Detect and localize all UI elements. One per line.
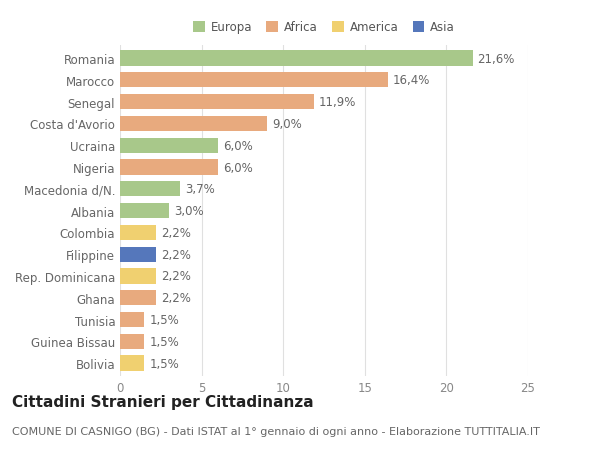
Bar bbox=[120, 312, 145, 327]
Legend: Europa, Africa, America, Asia: Europa, Africa, America, Asia bbox=[191, 19, 457, 37]
Bar bbox=[120, 73, 388, 88]
Text: 2,2%: 2,2% bbox=[161, 291, 191, 305]
Bar bbox=[120, 356, 145, 371]
Text: 16,4%: 16,4% bbox=[392, 74, 430, 87]
Bar bbox=[120, 247, 156, 262]
Text: 1,5%: 1,5% bbox=[149, 357, 179, 370]
Bar bbox=[120, 182, 181, 197]
Bar bbox=[120, 95, 314, 110]
Bar bbox=[120, 203, 169, 219]
Text: 2,2%: 2,2% bbox=[161, 248, 191, 261]
Text: 3,0%: 3,0% bbox=[174, 205, 203, 218]
Text: 2,2%: 2,2% bbox=[161, 270, 191, 283]
Bar bbox=[120, 334, 145, 349]
Bar bbox=[120, 117, 267, 132]
Text: 1,5%: 1,5% bbox=[149, 313, 179, 326]
Text: Cittadini Stranieri per Cittadinanza: Cittadini Stranieri per Cittadinanza bbox=[12, 394, 314, 409]
Bar bbox=[120, 51, 473, 67]
Text: 6,0%: 6,0% bbox=[223, 161, 253, 174]
Text: 6,0%: 6,0% bbox=[223, 140, 253, 152]
Text: 3,7%: 3,7% bbox=[185, 183, 215, 196]
Bar bbox=[120, 160, 218, 175]
Text: COMUNE DI CASNIGO (BG) - Dati ISTAT al 1° gennaio di ogni anno - Elaborazione TU: COMUNE DI CASNIGO (BG) - Dati ISTAT al 1… bbox=[12, 426, 540, 436]
Text: 2,2%: 2,2% bbox=[161, 226, 191, 239]
Bar bbox=[120, 269, 156, 284]
Text: 9,0%: 9,0% bbox=[272, 118, 302, 131]
Text: 11,9%: 11,9% bbox=[319, 96, 356, 109]
Bar bbox=[120, 291, 156, 306]
Text: 21,6%: 21,6% bbox=[478, 52, 515, 66]
Bar bbox=[120, 138, 218, 153]
Bar bbox=[120, 225, 156, 241]
Text: 1,5%: 1,5% bbox=[149, 335, 179, 348]
